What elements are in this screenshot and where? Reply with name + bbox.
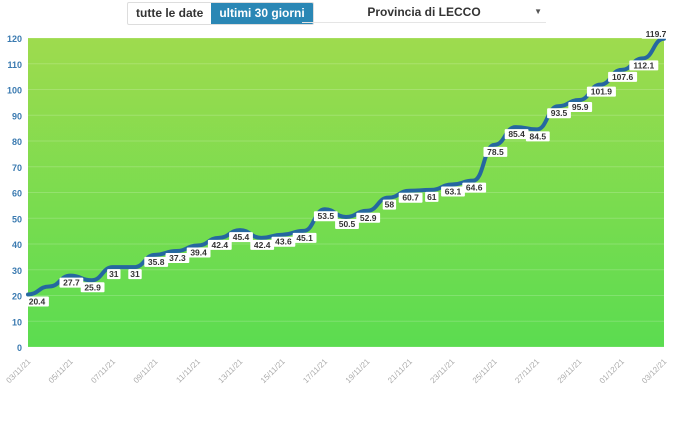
data-label-bg bbox=[547, 108, 571, 119]
data-label: 95.9 bbox=[572, 102, 589, 112]
x-tick-label: 19/11/21 bbox=[344, 357, 372, 385]
y-tick-label: 40 bbox=[12, 240, 22, 250]
data-label-bg bbox=[144, 256, 169, 267]
data-label-bg bbox=[525, 131, 550, 142]
data-label: 112.1 bbox=[633, 60, 654, 70]
data-label-bg bbox=[186, 247, 211, 258]
data-label-bg bbox=[504, 129, 529, 140]
y-tick-label: 80 bbox=[12, 137, 22, 147]
data-label: 63.1 bbox=[445, 187, 462, 197]
data-label-bg bbox=[629, 60, 659, 71]
data-label: 31 bbox=[130, 269, 140, 279]
y-tick-label: 20 bbox=[12, 292, 22, 302]
data-label: 45.4 bbox=[233, 232, 250, 242]
data-label-bg bbox=[568, 102, 593, 113]
data-label: 64.6 bbox=[466, 183, 483, 193]
data-label-bg bbox=[80, 282, 105, 293]
data-label: 50.5 bbox=[339, 219, 356, 229]
province-select[interactable]: Provincia di LECCO ▼ bbox=[302, 2, 546, 23]
data-label-bg bbox=[398, 192, 423, 203]
data-label: 27.7 bbox=[63, 278, 80, 288]
y-tick-label: 120 bbox=[7, 34, 22, 44]
data-label-bg bbox=[462, 182, 487, 193]
data-label: 93.5 bbox=[551, 108, 568, 118]
data-label-bg bbox=[356, 212, 381, 223]
data-label: 58 bbox=[385, 200, 395, 210]
data-label-bg bbox=[641, 28, 671, 39]
data-label-bg bbox=[25, 296, 49, 307]
x-tick-label: 27/11/21 bbox=[513, 357, 541, 385]
y-tick-label: 0 bbox=[17, 343, 22, 353]
plot-background bbox=[28, 38, 664, 347]
data-label: 43.6 bbox=[275, 237, 292, 247]
data-label-bg bbox=[586, 86, 616, 97]
data-label: 53.5 bbox=[318, 211, 335, 221]
x-tick-label: 01/12/21 bbox=[598, 357, 627, 386]
y-tick-label: 50 bbox=[12, 214, 22, 224]
province-select-value: Provincia di LECCO bbox=[367, 5, 481, 19]
x-tick-label: 03/12/21 bbox=[640, 357, 669, 386]
data-label: 52.9 bbox=[360, 213, 377, 223]
data-label-bg bbox=[229, 232, 253, 243]
data-label-bg bbox=[107, 269, 121, 280]
x-tick-label: 07/11/21 bbox=[89, 357, 117, 385]
data-label: 84.5 bbox=[530, 131, 547, 141]
last-30-days-button[interactable]: ultimi 30 giorni bbox=[211, 3, 313, 24]
data-label: 107.6 bbox=[612, 72, 634, 82]
x-tick-label: 21/11/21 bbox=[386, 357, 414, 385]
data-label: 25.9 bbox=[84, 282, 101, 292]
data-label-bg bbox=[335, 218, 359, 229]
data-label-bg bbox=[250, 239, 275, 250]
data-label-bg bbox=[292, 232, 317, 243]
data-label-bg bbox=[441, 186, 465, 197]
data-label-bg bbox=[165, 252, 190, 263]
x-tick-label: 15/11/21 bbox=[259, 357, 287, 385]
y-tick-label: 90 bbox=[12, 111, 22, 121]
x-tick-label: 29/11/21 bbox=[556, 357, 584, 385]
series-line bbox=[26, 36, 666, 297]
data-label: 78.5 bbox=[487, 147, 504, 157]
data-label-bg bbox=[483, 146, 508, 157]
data-label: 42.4 bbox=[212, 240, 229, 250]
y-tick-label: 30 bbox=[12, 266, 22, 276]
data-label-bg bbox=[382, 199, 397, 210]
data-label-bg bbox=[313, 211, 338, 222]
y-tick-label: 70 bbox=[12, 163, 22, 173]
y-tick-label: 10 bbox=[12, 317, 22, 327]
date-range-toggle: tutte le date ultimi 30 giorni bbox=[127, 2, 314, 25]
data-label: 31 bbox=[109, 269, 119, 279]
data-label: 101.9 bbox=[591, 87, 613, 97]
data-label-bg bbox=[271, 236, 296, 247]
data-label: 20.4 bbox=[29, 296, 46, 306]
data-label: 39.4 bbox=[190, 248, 207, 258]
data-label: 60.7 bbox=[402, 193, 419, 203]
data-label-bg bbox=[59, 277, 84, 288]
x-tick-label: 25/11/21 bbox=[471, 357, 499, 385]
data-label: 119.7 bbox=[646, 29, 667, 39]
data-label: 61 bbox=[427, 192, 437, 202]
data-label: 45.1 bbox=[296, 233, 313, 243]
data-label-bg bbox=[425, 191, 439, 202]
data-label: 35.8 bbox=[148, 257, 165, 267]
data-label-bg bbox=[608, 71, 638, 82]
data-label: 42.4 bbox=[254, 240, 271, 250]
all-dates-button[interactable]: tutte le date bbox=[136, 6, 204, 20]
x-tick-label: 09/11/21 bbox=[132, 357, 160, 385]
caret-down-icon: ▼ bbox=[534, 7, 542, 16]
data-label-bg bbox=[207, 239, 232, 250]
data-label-bg bbox=[128, 269, 142, 280]
x-tick-label: 23/11/21 bbox=[428, 357, 456, 385]
x-tick-label: 13/11/21 bbox=[216, 357, 244, 385]
y-tick-label: 110 bbox=[7, 60, 22, 70]
x-tick-label: 03/11/21 bbox=[4, 357, 32, 385]
y-tick-label: 60 bbox=[12, 189, 22, 199]
x-tick-label: 17/11/21 bbox=[301, 357, 329, 385]
data-label: 85.4 bbox=[508, 129, 525, 139]
x-tick-label: 11/11/21 bbox=[174, 357, 202, 385]
x-tick-label: 05/11/21 bbox=[47, 357, 75, 385]
data-label: 37.3 bbox=[169, 253, 186, 263]
y-tick-label: 100 bbox=[7, 86, 22, 96]
